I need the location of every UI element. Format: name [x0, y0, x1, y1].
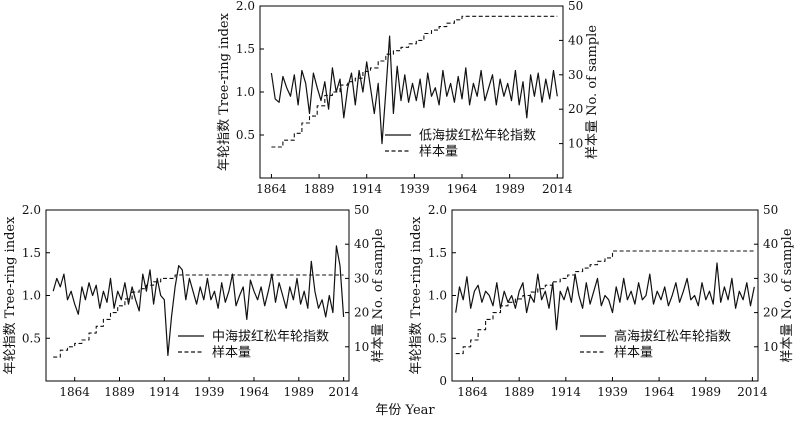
y2-tick-label: 20 [763, 306, 778, 320]
ring-index-line [270, 35, 558, 145]
x-tick-label: 1964 [447, 182, 478, 196]
x-tick-label: 1889 [104, 385, 135, 399]
y-tick-label: 0.5 [236, 128, 255, 142]
y2-axis-title: 样本量 No. of sample [585, 25, 600, 159]
y-tick-label: 1.0 [22, 289, 41, 303]
x-tick-label: 1989 [690, 385, 721, 399]
y2-tick-label: 30 [568, 68, 583, 82]
x-tick-label: 1914 [551, 385, 582, 399]
panel-low-altitude: 1864 1889 1914 1939 1964 1989 2014 0.5 1.0 1.5 2.0… [217, 0, 600, 196]
x-tick-label: 1864 [457, 385, 488, 399]
x-tick-label: 2014 [737, 385, 768, 399]
x-tick-label: 2014 [542, 182, 573, 196]
x-tick-label: 1889 [304, 182, 335, 196]
y-tick-label: 1.5 [428, 246, 447, 260]
sample-depth-line [455, 250, 755, 355]
x-tick-label: 1864 [59, 385, 90, 399]
figure-x-axis-title: 年份 Year [375, 403, 435, 418]
x-tick-label: 1864 [256, 182, 287, 196]
legend-label: 样本量 [419, 145, 458, 160]
legend-label: 中海拔红松年轮指数 [212, 329, 329, 345]
y2-tick-label: 40 [763, 237, 778, 251]
y2-tick-label: 40 [568, 33, 583, 47]
y2-tick-label: 50 [568, 0, 583, 13]
panel-mid-altitude: 1864 1889 1914 1939 1964 1989 2014 0.5 1.0 1.5 2.0… [3, 203, 386, 399]
x-tick-label: 1939 [194, 385, 225, 399]
y-tick-label: 2.0 [236, 0, 255, 13]
y2-tick-label: 50 [763, 203, 778, 217]
y2-axis-title: 样本量 No. of sample [780, 228, 795, 362]
y2-tick-label: 30 [763, 271, 778, 285]
x-tick-label: 1964 [644, 385, 675, 399]
y-axis-title: 年轮指数 Tree-ring index [409, 216, 424, 375]
sample-depth-line [271, 15, 558, 148]
y2-tick-label: 10 [354, 340, 369, 354]
y2-tick-label: 40 [354, 237, 369, 251]
y-axis-title: 年轮指数 Tree-ring index [217, 12, 232, 171]
legend-label: 样本量 [614, 346, 653, 361]
x-tick-label: 1989 [284, 385, 315, 399]
legend-label: 高海拔红松年轮指数 [614, 329, 731, 345]
y-tick-label: 0 [439, 374, 447, 388]
ring-index-line [52, 245, 345, 356]
x-tick-label: 1964 [239, 385, 270, 399]
y2-tick-label: 20 [568, 102, 583, 116]
y-tick-label: 1.0 [428, 289, 447, 303]
y-axis-title: 年轮指数 Tree-ring index [3, 216, 18, 375]
y2-tick-label: 50 [354, 203, 369, 217]
ring-index-line [455, 262, 755, 331]
y2-tick-label: 20 [354, 306, 369, 320]
y-tick-label: 0.5 [22, 331, 41, 345]
y-tick-label: 1.5 [236, 42, 255, 56]
x-tick-label: 1939 [597, 385, 628, 399]
y-tick-label: 2.0 [428, 203, 447, 217]
legend-label: 低海拔红松年轮指数 [419, 128, 536, 144]
y2-tick-label: 10 [568, 137, 583, 151]
x-tick-label: 1914 [351, 182, 382, 196]
x-tick-label: 1989 [494, 182, 525, 196]
y-tick-label: 1.5 [22, 246, 41, 260]
legend-label: 样本量 [212, 346, 251, 361]
panel-high-altitude: 1864 1889 1914 1939 1964 1989 2014 0 0.5 1.0 1.5 2.… [409, 203, 795, 399]
y-tick-label: 0.5 [428, 331, 447, 345]
x-tick-label: 1889 [504, 385, 535, 399]
sample-depth-line [53, 274, 344, 358]
x-tick-label: 1939 [399, 182, 430, 196]
y2-tick-label: 30 [354, 271, 369, 285]
y2-axis-title: 样本量 No. of sample [371, 228, 386, 362]
y2-tick-label: 10 [763, 340, 778, 354]
x-tick-label: 2014 [328, 385, 359, 399]
x-tick-label: 1914 [149, 385, 180, 399]
y-tick-label: 1.0 [236, 85, 255, 99]
y-tick-label: 2.0 [22, 203, 41, 217]
